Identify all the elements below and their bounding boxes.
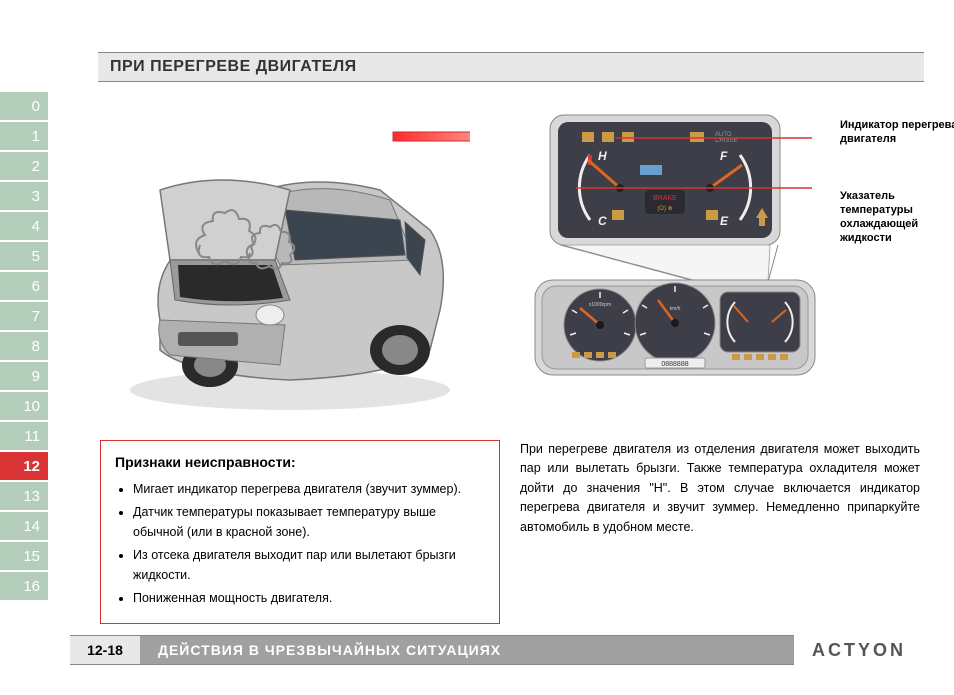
symptom-item: Мигает индикатор перегрева двигателя (зв…	[133, 479, 485, 499]
gauge-e-label: E	[720, 214, 729, 228]
chapter-tab-4[interactable]: 4	[0, 212, 48, 240]
page-title: ПРИ ПЕРЕГРЕВЕ ДВИГАТЕЛЯ	[98, 52, 924, 82]
chapter-tab-0[interactable]: 0	[0, 92, 48, 120]
brand-logo: ACTYON	[794, 635, 924, 665]
gauge-c-label: C	[598, 214, 607, 228]
content-area: AUTO CRUISE H C F E	[70, 100, 924, 625]
chapter-tab-14[interactable]: 14	[0, 512, 48, 540]
chapter-tab-5[interactable]: 5	[0, 242, 48, 270]
gauge-callouts: Индикатор перегрева двигателя Указатель …	[840, 118, 954, 288]
body-paragraph: При перегреве двигателя из отделения дви…	[520, 440, 920, 537]
car-illustration	[100, 110, 470, 420]
chapter-tab-8[interactable]: 8	[0, 332, 48, 360]
symptoms-title: Признаки неисправности:	[115, 451, 485, 473]
symptom-item: Пониженная мощность двигателя.	[133, 588, 485, 608]
chapter-tab-3[interactable]: 3	[0, 182, 48, 210]
chapter-tabs: 012345678910111213141516	[0, 92, 48, 602]
symptoms-box: Признаки неисправности: Мигает индикатор…	[100, 440, 500, 624]
manual-page: ПРИ ПЕРЕГРЕВЕ ДВИГАТЕЛЯ 0123456789101112…	[0, 0, 954, 695]
chapter-tab-6[interactable]: 6	[0, 272, 48, 300]
chapter-tab-11[interactable]: 11	[0, 422, 48, 450]
chapter-tab-12[interactable]: 12	[0, 452, 48, 480]
page-footer: 12-18 ДЕЙСТВИЯ В ЧРЕЗВЫЧАЙНЫХ СИТУАЦИЯХ …	[0, 635, 924, 665]
chapter-tab-16[interactable]: 16	[0, 572, 48, 600]
chapter-tab-1[interactable]: 1	[0, 122, 48, 150]
label-overheat-indicator: Индикатор перегрева двигателя	[840, 118, 954, 147]
chapter-tab-2[interactable]: 2	[0, 152, 48, 180]
svg-text:CRUISE: CRUISE	[715, 138, 738, 144]
svg-text:0888888: 0888888	[661, 361, 688, 368]
symptom-item: Из отсека двигателя выходит пар или выле…	[133, 545, 485, 585]
symptom-item: Датчик температуры показывает температур…	[133, 502, 485, 542]
symptoms-list: Мигает индикатор перегрева двигателя (зв…	[115, 479, 485, 608]
section-title: ДЕЙСТВИЯ В ЧРЕЗВЫЧАЙНЫХ СИТУАЦИЯХ	[140, 635, 794, 665]
page-number: 12-18	[70, 635, 140, 665]
chapter-tab-15[interactable]: 15	[0, 542, 48, 570]
svg-text:x1000rpm: x1000rpm	[589, 302, 611, 308]
chapter-tab-7[interactable]: 7	[0, 302, 48, 330]
svg-text:km/h: km/h	[670, 306, 681, 312]
chapter-tab-9[interactable]: 9	[0, 362, 48, 390]
svg-text:(O) ⊗: (O) ⊗	[657, 206, 672, 212]
dashboard-gauges: AUTO CRUISE H C F E	[520, 110, 830, 390]
chapter-tab-13[interactable]: 13	[0, 482, 48, 510]
gauge-f-label: F	[720, 149, 728, 163]
brake-label: BRAKE	[653, 195, 677, 202]
label-coolant-gauge: Указатель температуры охлаждающей жидкос…	[840, 189, 954, 246]
gauge-h-label: H	[598, 149, 607, 163]
chapter-tab-10[interactable]: 10	[0, 392, 48, 420]
